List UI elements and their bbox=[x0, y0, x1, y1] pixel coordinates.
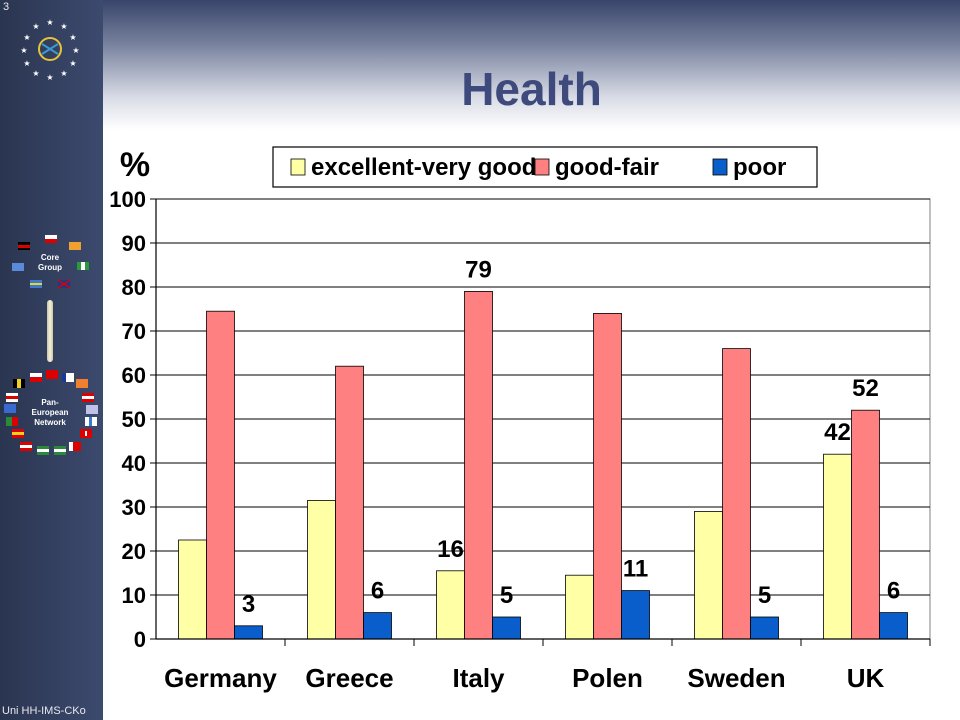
footer-text: Uni HH-IMS-CKo bbox=[2, 705, 86, 717]
y-tick-label: 10 bbox=[122, 583, 146, 608]
bar-sweden-1 bbox=[694, 510, 723, 640]
x-tick-label: Germany bbox=[164, 663, 277, 693]
network-label-3: Network bbox=[34, 418, 66, 427]
bar-polen-3 bbox=[621, 590, 650, 640]
bar-uk-1 bbox=[823, 453, 852, 640]
svg-text:★: ★ bbox=[60, 69, 67, 78]
svg-text:★: ★ bbox=[69, 59, 76, 68]
y-axis-label: % bbox=[120, 146, 150, 184]
x-tick-label: Sweden bbox=[687, 663, 785, 693]
bar-polen-1 bbox=[565, 574, 594, 640]
bar-polen-2 bbox=[593, 312, 622, 640]
svg-text:★: ★ bbox=[23, 33, 30, 42]
legend: excellent-very good good-fair poor bbox=[272, 146, 818, 188]
bar-italy-3 bbox=[492, 616, 521, 640]
y-tick-label: 100 bbox=[109, 187, 146, 212]
svg-text:★: ★ bbox=[46, 73, 53, 82]
bar-uk-3 bbox=[879, 612, 908, 640]
y-tick-label: 90 bbox=[122, 231, 146, 256]
core-group-badge: Core Group bbox=[12, 235, 89, 289]
legend-swatch bbox=[712, 158, 728, 176]
bar-greece-1 bbox=[307, 499, 336, 640]
x-tick-label: UK bbox=[847, 663, 885, 693]
svg-text:★: ★ bbox=[69, 33, 76, 42]
network-label-2: European bbox=[32, 408, 69, 417]
svg-text:★: ★ bbox=[23, 59, 30, 68]
network-label-1: Pan- bbox=[41, 398, 59, 407]
bar-greece-3 bbox=[363, 612, 392, 640]
legend-label: excellent-very good bbox=[311, 154, 536, 181]
y-tick-label: 20 bbox=[122, 539, 146, 564]
core-group-label-1: Core bbox=[41, 253, 60, 262]
svg-text:★: ★ bbox=[32, 22, 39, 31]
axes: 0 10 20 30 40 50 60 70 80 90 100 Germany Greece Italy… bbox=[109, 187, 931, 693]
bar-italy-1 bbox=[436, 570, 465, 640]
data-label: 79 bbox=[465, 256, 492, 283]
data-label: 11 bbox=[623, 556, 648, 583]
data-label: 6 bbox=[887, 578, 900, 605]
bar-sweden-3 bbox=[750, 616, 779, 640]
data-label: 3 bbox=[242, 591, 255, 618]
bar-uk-2 bbox=[851, 409, 880, 640]
bar-greece-2 bbox=[335, 365, 364, 640]
data-label: 52 bbox=[852, 375, 879, 402]
sidebar: 3 ★ ★ ★ ★ ★ ★ ★ ★ ★ ★ ★ ★ Core Group bbox=[0, 0, 103, 720]
svg-text:★: ★ bbox=[72, 46, 79, 55]
svg-text:★: ★ bbox=[20, 46, 27, 55]
data-label: 42 bbox=[824, 419, 851, 446]
y-tick-label: 50 bbox=[122, 407, 146, 432]
y-tick-label: 60 bbox=[122, 363, 146, 388]
bar-germany-3 bbox=[234, 625, 263, 640]
bar-germany-2 bbox=[206, 310, 235, 640]
y-tick-label: 70 bbox=[122, 319, 146, 344]
legend-swatch bbox=[534, 158, 550, 176]
y-tick-label: 40 bbox=[122, 451, 146, 476]
legend-swatch bbox=[290, 158, 306, 176]
svg-text:★: ★ bbox=[60, 22, 67, 31]
bar-germany-1 bbox=[178, 539, 207, 640]
x-tick-label: Italy bbox=[452, 663, 505, 693]
gridlines bbox=[155, 198, 931, 640]
data-label: 16 bbox=[437, 536, 464, 563]
legend-label: poor bbox=[733, 154, 786, 181]
data-label: 6 bbox=[371, 578, 384, 605]
slide-title: Health bbox=[461, 63, 602, 115]
y-tick-label: 80 bbox=[122, 275, 146, 300]
bar-sweden-2 bbox=[722, 348, 751, 640]
x-tick-label: Greece bbox=[305, 663, 393, 693]
page-number: 3 bbox=[3, 1, 10, 13]
eu-stars-logo: ★ ★★ ★★★ ★★★ ★★★ bbox=[20, 18, 79, 82]
header-band bbox=[103, 0, 960, 130]
legend-label: good-fair bbox=[555, 154, 659, 181]
connector-line bbox=[47, 300, 53, 362]
bar-italy-2 bbox=[464, 290, 493, 640]
svg-text:★: ★ bbox=[46, 18, 53, 27]
data-label: 5 bbox=[500, 582, 513, 609]
x-tick-label: Polen bbox=[572, 663, 643, 693]
core-group-label-2: Group bbox=[38, 263, 62, 272]
data-label: 5 bbox=[758, 582, 771, 609]
y-tick-label: 30 bbox=[122, 495, 146, 520]
y-tick-label: 0 bbox=[134, 627, 146, 652]
pan-european-network-badge: Pan- European Network bbox=[4, 370, 98, 455]
svg-text:★: ★ bbox=[32, 69, 39, 78]
